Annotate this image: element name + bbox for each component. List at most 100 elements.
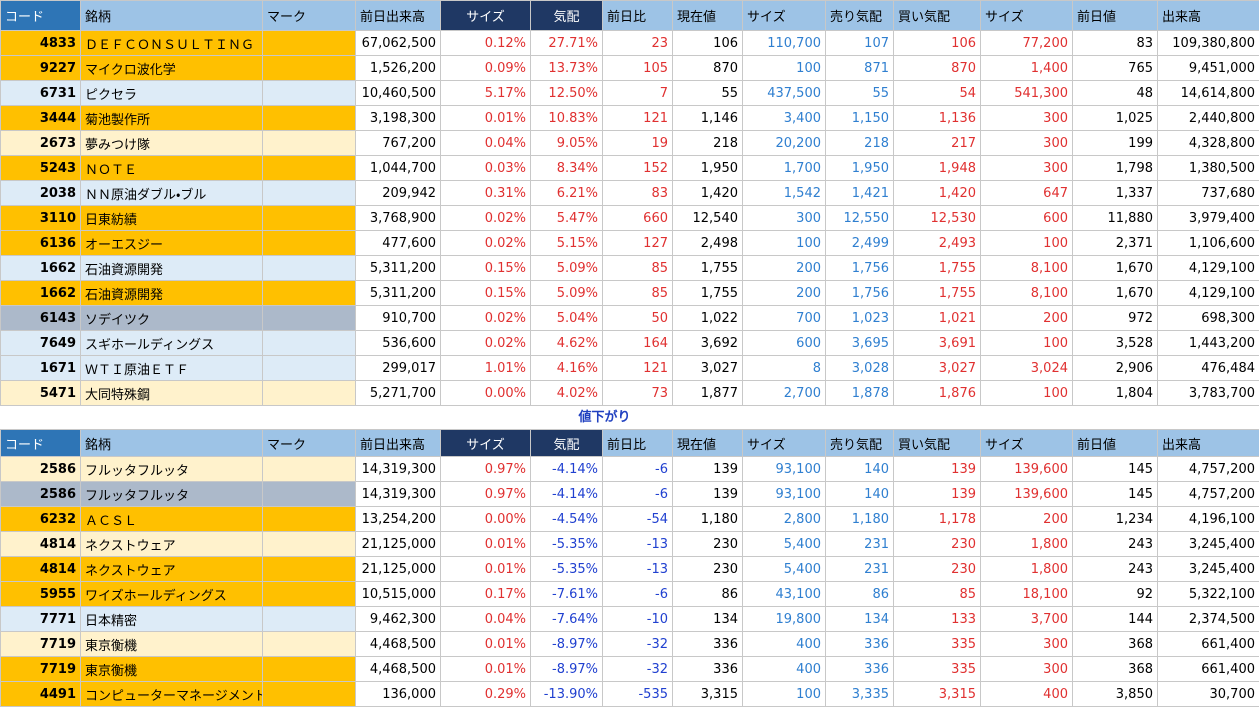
value-cell: 230 [894,532,981,557]
value-cell: 1,021 [894,306,981,331]
value-cell: 18,100 [981,582,1073,607]
value-cell: -4.14% [531,457,603,482]
value-cell: 910,700 [356,306,441,331]
mark-cell [263,281,356,306]
value-cell: 476,484 [1158,356,1259,381]
value-cell: 0.02% [441,331,531,356]
stock-table: コード銘柄マーク前日出来高サイズ気配前日比現在値サイズ売り気配買い気配サイズ前日… [0,429,1259,707]
value-cell: 0.31% [441,181,531,206]
value-cell: 336 [673,632,743,657]
mark-cell [263,256,356,281]
stock-table: コード銘柄マーク前日出来高サイズ気配前日比現在値サイズ売り気配買い気配サイズ前日… [0,0,1259,406]
value-cell: 10,460,500 [356,81,441,106]
name-cell: ネクストウェア [81,532,263,557]
mark-cell [263,457,356,482]
value-cell: 765 [1073,56,1158,81]
value-cell: 1,670 [1073,256,1158,281]
value-cell: 11,880 [1073,206,1158,231]
value-cell: 0.00% [441,507,531,532]
value-cell: -10 [603,607,673,632]
value-cell: 600 [743,331,826,356]
value-cell: 2,498 [673,231,743,256]
code-cell: 1662 [1,256,81,281]
value-cell: 9.05% [531,131,603,156]
value-cell: 21,125,000 [356,532,441,557]
value-cell: 23 [603,31,673,56]
name-cell: ＮＮ原油ダブル・ブル [81,181,263,206]
value-cell: -54 [603,507,673,532]
value-cell: 1,950 [673,156,743,181]
value-cell: 106 [894,31,981,56]
value-cell: 1,106,600 [1158,231,1259,256]
value-cell: 1,756 [826,281,894,306]
value-cell: 767,200 [356,131,441,156]
value-cell: 100 [981,231,1073,256]
value-cell: 86 [826,582,894,607]
value-cell: 541,300 [981,81,1073,106]
value-cell: 1,950 [826,156,894,181]
column-header: 前日出来高 [356,1,441,31]
value-cell: 21,125,000 [356,557,441,582]
column-header: 出来高 [1158,1,1259,31]
code-cell: 4814 [1,532,81,557]
value-cell: 1,180 [673,507,743,532]
value-cell: 4,468,500 [356,632,441,657]
code-cell: 2586 [1,482,81,507]
value-cell: 145 [1073,482,1158,507]
name-cell: 石油資源開発 [81,256,263,281]
value-cell: 1,337 [1073,181,1158,206]
value-cell: 199 [1073,131,1158,156]
value-cell: -13 [603,532,673,557]
mark-cell [263,682,356,707]
value-cell: -5.35% [531,557,603,582]
value-cell: 136,000 [356,682,441,707]
value-cell: 243 [1073,557,1158,582]
value-cell: 3,783,700 [1158,381,1259,406]
value-cell: 0.04% [441,607,531,632]
value-cell: 4.16% [531,356,603,381]
code-cell: 9227 [1,56,81,81]
value-cell: 139 [673,482,743,507]
value-cell: 109,380,800 [1158,31,1259,56]
value-cell: 300 [981,156,1073,181]
value-cell: 0.09% [441,56,531,81]
column-header: サイズ [743,430,826,457]
value-cell: 0.02% [441,206,531,231]
value-cell: 1,180 [826,507,894,532]
value-cell: 4,129,100 [1158,256,1259,281]
value-cell: 139,600 [981,457,1073,482]
code-cell: 5243 [1,156,81,181]
value-cell: 86 [673,582,743,607]
value-cell: 8.34% [531,156,603,181]
value-cell: 400 [981,682,1073,707]
value-cell: 5,311,200 [356,281,441,306]
code-cell: 7771 [1,607,81,632]
value-cell: 400 [743,632,826,657]
name-cell: ＡＣＳＬ [81,507,263,532]
mark-cell [263,206,356,231]
column-header: 銘柄 [81,1,263,31]
value-cell: 300 [743,206,826,231]
code-cell: 7649 [1,331,81,356]
code-cell: 5471 [1,381,81,406]
value-cell: 0.04% [441,131,531,156]
value-cell: 4,196,100 [1158,507,1259,532]
code-cell: 7719 [1,632,81,657]
value-cell: 5,400 [743,557,826,582]
value-cell: 0.01% [441,557,531,582]
name-cell: フルッタフルッタ [81,457,263,482]
column-header: 前日値 [1073,430,1158,457]
value-cell: 85 [894,582,981,607]
value-cell: 0.02% [441,306,531,331]
value-cell: 3,335 [826,682,894,707]
value-cell: 0.15% [441,281,531,306]
section-label: 値下がり [0,406,1259,429]
